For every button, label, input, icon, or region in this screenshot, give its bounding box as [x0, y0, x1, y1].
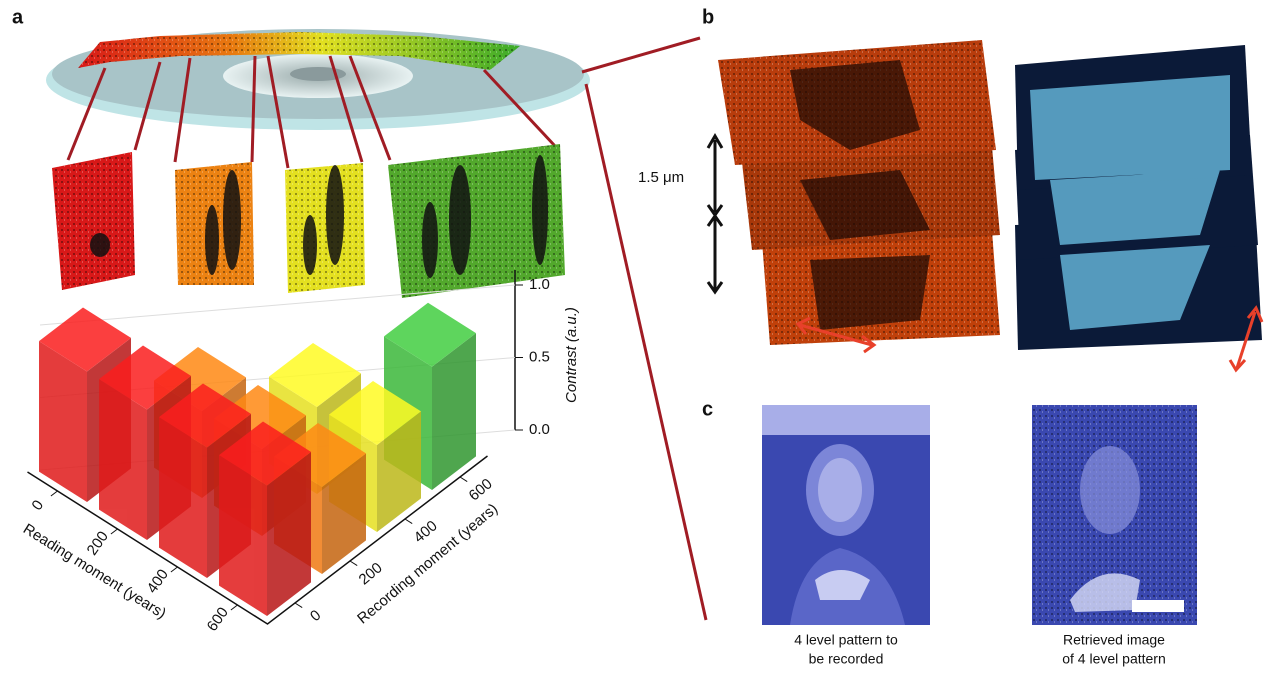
image-retrieved — [1032, 405, 1197, 625]
caption: be recorded — [809, 651, 884, 667]
panel-label: a — [12, 6, 24, 28]
x-tick-label: 0 — [28, 497, 47, 514]
z-tick-label: 0.0 — [529, 421, 550, 438]
panel-label: c — [702, 398, 713, 420]
y-tick-label: 600 — [466, 475, 496, 504]
y-tick-label: 0 — [307, 607, 324, 625]
caption: 4 level pattern to — [794, 632, 898, 648]
caption: Retrieved image — [1063, 632, 1165, 648]
figure: a b c — [0, 0, 1279, 676]
z-tick-label: 1.0 — [529, 276, 550, 293]
y-tick — [405, 519, 412, 524]
z-axis-label: Contrast (a.u.) — [563, 307, 580, 403]
stack-blue — [1015, 45, 1262, 350]
x-tick-label: 400 — [144, 566, 172, 596]
stack-orange — [718, 40, 1000, 345]
x-tick-label: 200 — [84, 528, 112, 558]
panel-label: b — [702, 6, 714, 28]
scale-text: 1.5 μm — [638, 169, 684, 186]
x-tick-label: 600 — [204, 604, 232, 634]
y-tick-label: 200 — [356, 559, 386, 588]
y-tick — [460, 477, 467, 482]
x-tick — [231, 605, 238, 610]
x-tick — [171, 567, 178, 572]
captions: 4 level pattern to be recorded Retrieved i… — [794, 632, 1166, 667]
caption: of 4 level pattern — [1062, 651, 1166, 667]
image-original — [762, 405, 930, 625]
x-tick — [51, 491, 58, 496]
y-tick — [350, 561, 357, 566]
thumbnails — [52, 144, 565, 298]
x-tick — [111, 529, 118, 534]
y-tick — [295, 603, 302, 608]
disk — [46, 29, 590, 130]
bar — [219, 422, 311, 617]
y-tick-label: 400 — [411, 517, 441, 546]
z-tick-label: 0.5 — [529, 348, 550, 365]
